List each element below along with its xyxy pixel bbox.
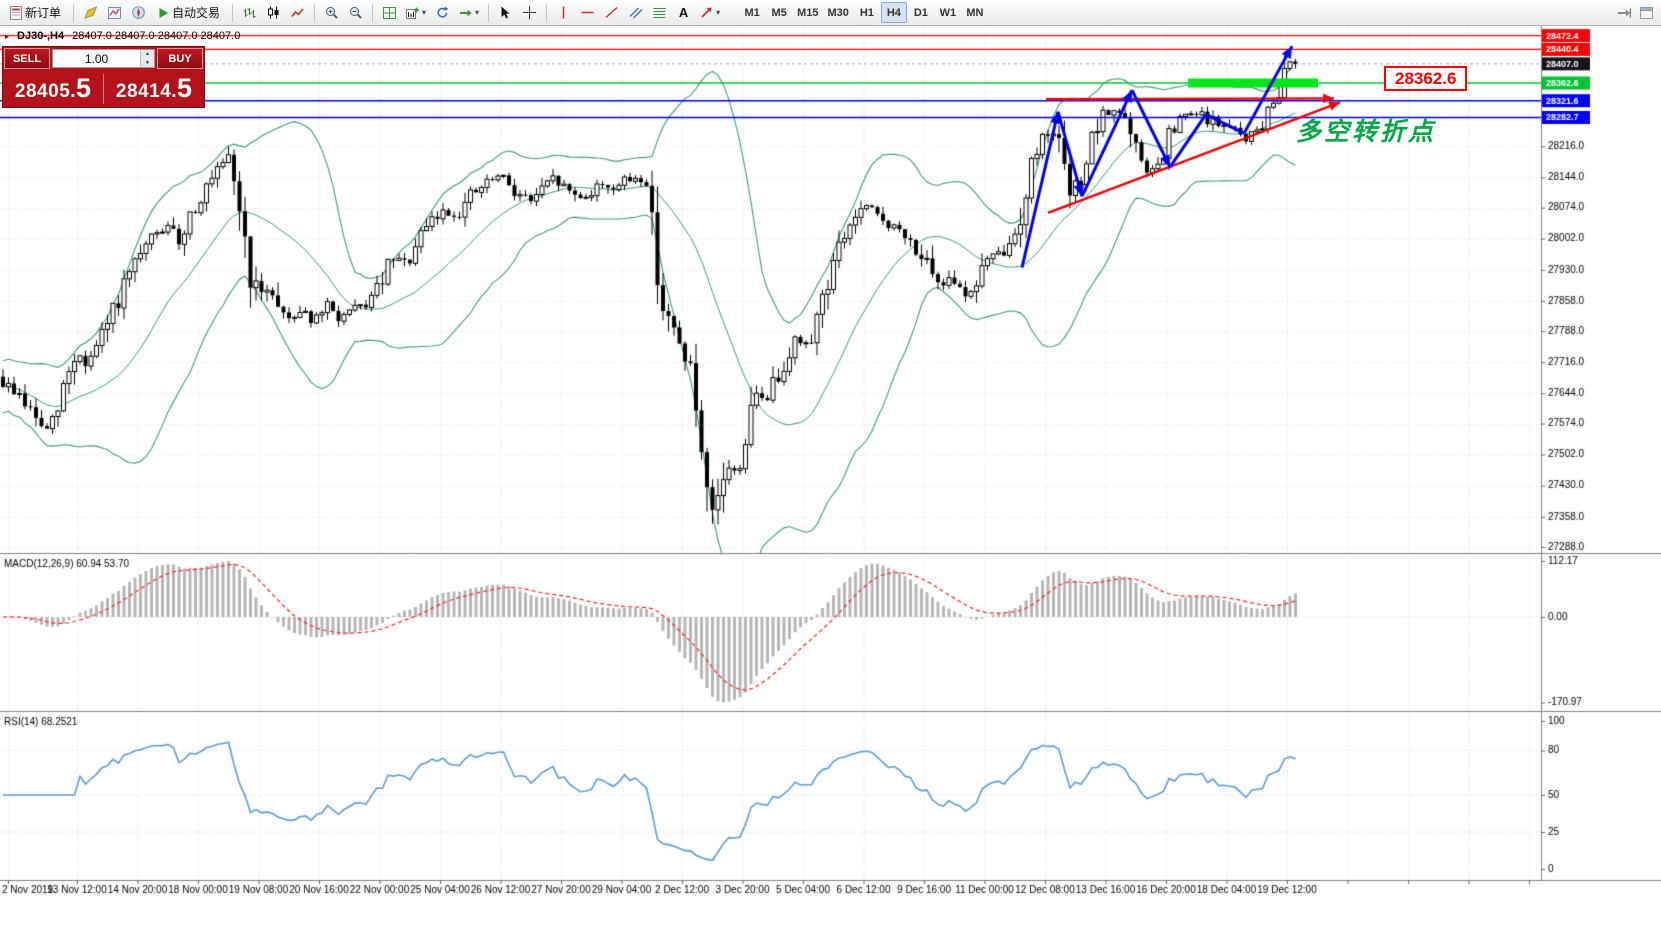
timeframe-toolbar: M1 M5 M15 M30 H1 H4 D1 W1 MN bbox=[739, 2, 988, 23]
price-annotation-label: 28362.6 bbox=[1384, 66, 1468, 91]
text-tool-button[interactable]: A bbox=[672, 2, 695, 23]
main-toolbar: 新订单 自动交易 bbox=[0, 0, 1661, 26]
horizontal-line-icon bbox=[581, 11, 594, 14]
symbol-label: DJ30-,H4 bbox=[17, 30, 65, 42]
vertical-line-icon bbox=[562, 6, 565, 19]
bar-chart-button[interactable] bbox=[238, 2, 261, 23]
buy-price-main: 28414. bbox=[115, 81, 178, 102]
new-chart-icon bbox=[406, 7, 420, 19]
collapse-icon[interactable]: ▸ bbox=[5, 31, 10, 41]
one-click-trading-panel: SELL ▲ ▼ BUY 28405.5 28414.5 bbox=[2, 46, 205, 108]
docking-button[interactable] bbox=[1635, 2, 1658, 23]
volume-stepper[interactable]: ▲ ▼ bbox=[52, 49, 155, 68]
market-watch-button[interactable] bbox=[103, 2, 126, 23]
market-watch-icon bbox=[108, 6, 122, 19]
auto-trading-play-icon bbox=[159, 7, 169, 18]
trade-panel-prices-row: 28405.5 28414.5 bbox=[3, 70, 204, 107]
text-tool-icon: A bbox=[678, 5, 689, 20]
equidistant-channel-button[interactable] bbox=[624, 2, 647, 23]
dropdown-caret-icon: ▾ bbox=[475, 8, 480, 17]
cycle-charts-button[interactable] bbox=[431, 2, 454, 23]
toolbar-right-group bbox=[1612, 2, 1658, 23]
navigator-button[interactable] bbox=[127, 2, 150, 23]
timeframe-M15[interactable]: M15 bbox=[793, 2, 822, 23]
cursor-button[interactable] bbox=[494, 2, 517, 23]
dropdown-caret-icon: ▾ bbox=[422, 8, 427, 17]
sell-price[interactable]: 28405.5 bbox=[3, 73, 103, 104]
buy-price[interactable]: 28414.5 bbox=[104, 73, 204, 104]
equidistant-channel-icon bbox=[629, 7, 643, 19]
symbol-info: ▸ DJ30-,H4 28407.0 28407.0 28407.0 28407… bbox=[5, 30, 240, 42]
auto-scroll-icon bbox=[1617, 8, 1631, 17]
auto-scroll-button[interactable] bbox=[1612, 2, 1635, 23]
toolbar-separator bbox=[372, 3, 374, 22]
new-order-label: 新订单 bbox=[25, 6, 62, 20]
auto-trading-button[interactable]: 自动交易 bbox=[151, 2, 227, 23]
chart-canvas[interactable] bbox=[0, 26, 1661, 949]
cycle-charts-icon bbox=[437, 6, 449, 18]
vertical-line-button[interactable] bbox=[552, 2, 575, 23]
volume-down-icon[interactable]: ▼ bbox=[141, 58, 154, 67]
timeframe-M1[interactable]: M1 bbox=[739, 2, 765, 23]
zoom-in-icon bbox=[326, 7, 338, 19]
timeframe-W1[interactable]: W1 bbox=[935, 2, 961, 23]
dropdown-caret-icon: ▾ bbox=[716, 8, 721, 17]
trendline-button[interactable] bbox=[600, 2, 623, 23]
arrows-tool-icon bbox=[701, 7, 712, 18]
candlestick-chart-button[interactable] bbox=[262, 2, 285, 23]
docking-icon bbox=[1640, 6, 1653, 19]
price-divider bbox=[103, 73, 104, 104]
turning-point-annotation: 多空转折点 bbox=[1296, 118, 1437, 146]
volume-up-icon[interactable]: ▲ bbox=[141, 50, 154, 59]
zoom-out-icon bbox=[350, 7, 362, 19]
symbol-ohlc: 28407.0 28407.0 28407.0 28407.0 bbox=[72, 30, 241, 42]
line-chart-icon bbox=[291, 8, 304, 17]
buy-price-pip: 5 bbox=[177, 73, 193, 103]
chart-window: ▸ DJ30-,H4 28407.0 28407.0 28407.0 28407… bbox=[0, 26, 1661, 949]
zoom-out-button[interactable] bbox=[344, 2, 367, 23]
new-chart-button[interactable]: ▾ bbox=[402, 2, 430, 23]
new-order-button[interactable]: 新订单 bbox=[3, 2, 68, 23]
auto-trading-label: 自动交易 bbox=[172, 6, 221, 20]
toolbar-separator bbox=[546, 3, 548, 22]
toolbar-separator bbox=[314, 3, 316, 22]
candlestick-chart-icon bbox=[268, 6, 279, 19]
timeframe-M5[interactable]: M5 bbox=[766, 2, 792, 23]
volume-input[interactable] bbox=[53, 50, 140, 67]
timeframe-MN[interactable]: MN bbox=[962, 2, 988, 23]
line-chart-button[interactable] bbox=[286, 2, 309, 23]
metaeditor-button[interactable] bbox=[79, 2, 102, 23]
toolbar-separator bbox=[488, 3, 490, 22]
navigator-icon bbox=[132, 6, 145, 19]
chart-shift-icon bbox=[460, 9, 472, 16]
zoom-in-button[interactable] bbox=[320, 2, 343, 23]
new-order-icon bbox=[10, 5, 22, 20]
fibonacci-button[interactable] bbox=[648, 2, 671, 23]
tile-windows-icon bbox=[383, 6, 397, 19]
timeframe-H1[interactable]: H1 bbox=[854, 2, 880, 23]
timeframe-M30[interactable]: M30 bbox=[823, 2, 852, 23]
volume-spinner[interactable]: ▲ ▼ bbox=[140, 50, 154, 67]
crosshair-icon bbox=[523, 6, 537, 19]
horizontal-line-button[interactable] bbox=[576, 2, 599, 23]
timeframe-D1[interactable]: D1 bbox=[908, 2, 934, 23]
bar-chart-icon bbox=[243, 7, 256, 18]
cursor-icon bbox=[501, 6, 510, 19]
sell-button[interactable]: SELL bbox=[4, 48, 50, 69]
toolbar-separator bbox=[232, 3, 234, 22]
sell-price-main: 28405. bbox=[14, 81, 77, 102]
timeframe-H4[interactable]: H4 bbox=[880, 2, 907, 23]
toolbar-separator bbox=[73, 3, 75, 22]
arrows-tool-button[interactable]: ▾ bbox=[696, 2, 724, 23]
buy-button[interactable]: BUY bbox=[157, 48, 203, 69]
sell-price-pip: 5 bbox=[76, 73, 92, 103]
crosshair-button[interactable] bbox=[518, 2, 541, 23]
tile-windows-button[interactable] bbox=[378, 2, 401, 23]
metaeditor-icon bbox=[83, 6, 97, 19]
trade-panel-top-row: SELL ▲ ▼ BUY bbox=[3, 47, 204, 70]
chart-shift-button[interactable]: ▾ bbox=[455, 2, 483, 23]
trendline-icon bbox=[605, 6, 618, 19]
fibonacci-icon bbox=[653, 7, 666, 18]
